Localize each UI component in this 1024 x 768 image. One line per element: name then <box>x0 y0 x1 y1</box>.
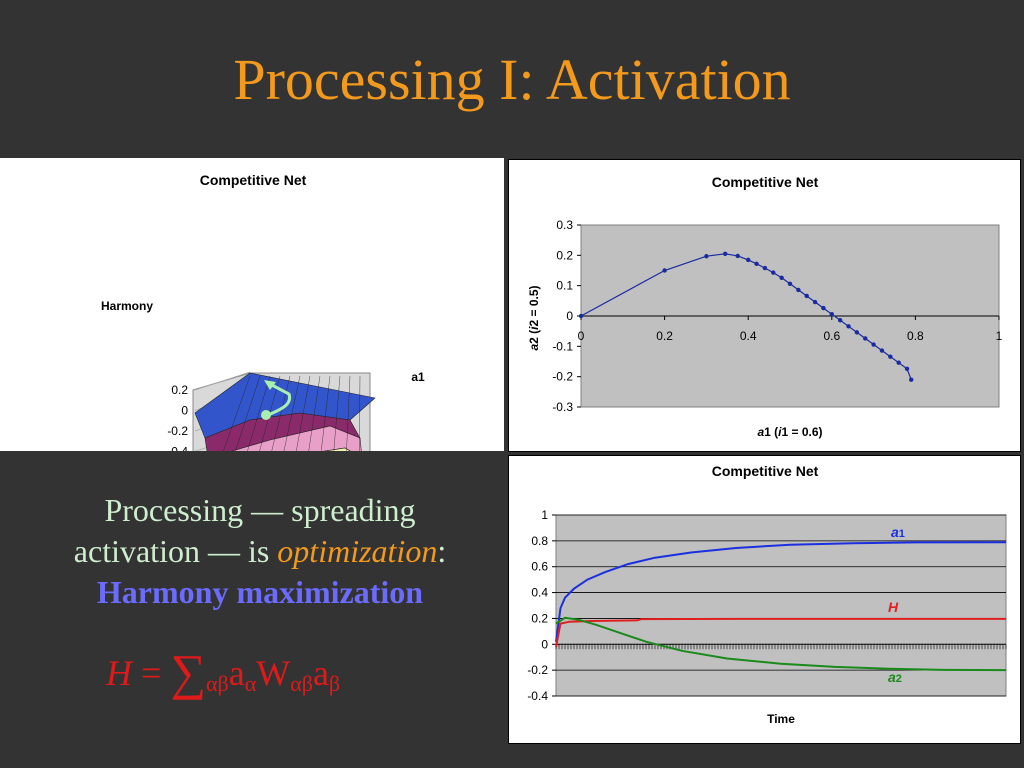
y-tick-label: -0.1 <box>552 339 573 353</box>
x-tick-label: 0.8 <box>907 329 924 343</box>
y-tick-label: 0 <box>566 309 573 323</box>
data-point <box>763 266 767 270</box>
data-point <box>880 348 884 352</box>
data-point <box>779 276 783 280</box>
z-tick-label: 0 <box>181 403 188 417</box>
data-point <box>771 270 775 274</box>
time-chart-panel: Competitive Net 1 0.8 0.6 0.4 0.2 0 -0.2 -0.4 T… <box>508 455 1021 744</box>
y-tick-label: 0.1 <box>556 279 573 293</box>
data-point <box>662 268 666 272</box>
caption: Processing — spreading activation — is o… <box>20 490 500 613</box>
data-point <box>888 354 892 358</box>
x-tick-label: 0.2 <box>656 329 673 343</box>
slide-title: Processing I: Activation <box>0 44 1024 116</box>
x-tick-label: 0 <box>578 329 585 343</box>
y-tick-label: -0.4 <box>527 689 548 703</box>
y-tick-label: 0.4 <box>531 586 548 600</box>
y-tick-label: 0.2 <box>556 248 573 262</box>
data-point <box>813 300 817 304</box>
y-tick-label: 0.3 <box>556 218 573 232</box>
z-tick-label: -0.2 <box>167 424 188 438</box>
harmony-formula: H = ∑αβaαWαβaβ <box>106 650 436 706</box>
phase-chart: Competitive Net 0.3 0.2 0.1 0 -0.1 -0.2 -0.3 0 0… <box>509 160 1020 451</box>
y-tick-label: 0 <box>541 637 548 651</box>
data-point <box>821 306 825 310</box>
y-axis-label: a2 (i2 = 0.5) <box>527 285 541 350</box>
x-tick-label: 0.4 <box>740 329 757 343</box>
series-label-h: H <box>888 599 899 615</box>
trajectory-start <box>261 410 271 420</box>
caption-line-2: activation — is optimization: <box>20 531 500 572</box>
data-point <box>863 336 867 340</box>
data-point <box>736 254 740 258</box>
data-point <box>905 367 909 371</box>
data-point <box>805 294 809 298</box>
y-tick-label: -0.2 <box>552 370 573 384</box>
y-tick-label: -0.3 <box>552 400 573 414</box>
data-point <box>704 254 708 258</box>
surface-chart-panel: Competitive Net Harmony a2 a1 0.20-0.2-0… <box>0 158 504 451</box>
chart-title: Competitive Net <box>200 172 307 188</box>
data-point <box>723 252 727 256</box>
y-tick-label: 0.8 <box>531 534 548 548</box>
y-tick-label: 0.6 <box>531 560 548 574</box>
time-chart: Competitive Net 1 0.8 0.6 0.4 0.2 0 -0.2 -0.4 T… <box>509 456 1020 743</box>
data-point <box>909 378 913 382</box>
data-point <box>788 282 792 286</box>
y-tick-label: 0.2 <box>531 611 548 625</box>
z-tick-label: 0.2 <box>171 383 188 397</box>
data-point <box>871 342 875 346</box>
caption-line-1: Processing — spreading <box>20 490 500 531</box>
x-axis-label: Time <box>767 712 795 726</box>
x-tick-label: 0.6 <box>823 329 840 343</box>
data-point <box>846 324 850 328</box>
data-point <box>896 361 900 365</box>
data-point <box>838 318 842 322</box>
y-tick-label: 1 <box>541 508 548 522</box>
z-tick-label: -0.4 <box>167 444 188 451</box>
data-point <box>855 330 859 334</box>
x-axis-label: a1 (i1 = 0.6) <box>757 425 822 439</box>
chart-title: Competitive Net <box>712 174 819 190</box>
data-point <box>754 262 758 266</box>
surface-chart: Competitive Net Harmony a2 a1 0.20-0.2-0… <box>0 158 504 451</box>
data-point <box>830 312 834 316</box>
phase-chart-panel: Competitive Net 0.3 0.2 0.1 0 -0.1 -0.2 -0.3 0 0… <box>508 159 1021 452</box>
data-point <box>746 258 750 262</box>
chart-title: Competitive Net <box>712 463 819 479</box>
data-point <box>579 314 583 318</box>
y-tick-label: -0.2 <box>527 663 548 677</box>
data-point <box>796 288 800 292</box>
x-tick-label: 1 <box>996 329 1003 343</box>
caption-line-3: Harmony maximization <box>20 572 500 613</box>
z-axis-label: Harmony <box>101 299 153 313</box>
y-axis-label: a1 <box>411 370 425 384</box>
